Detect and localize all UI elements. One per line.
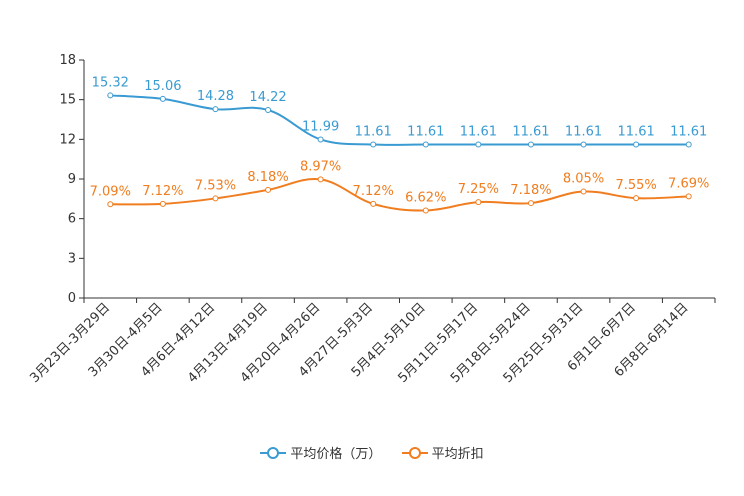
data-label: 8.05% [563, 172, 604, 187]
data-point [107, 92, 114, 99]
data-label: 7.25% [458, 182, 499, 197]
data-label: 11.61 [618, 124, 655, 139]
data-point [580, 188, 587, 195]
data-label: 7.18% [510, 183, 551, 198]
data-label: 14.22 [249, 90, 286, 105]
data-point [317, 176, 324, 183]
data-label: 6.62% [405, 190, 446, 205]
y-tick-label: 0 [68, 291, 76, 306]
data-point [265, 186, 272, 193]
data-label: 11.61 [512, 124, 549, 139]
y-tick-label: 6 [68, 212, 76, 227]
data-label: 7.12% [142, 184, 183, 199]
axes: 03691215183月23日-3月29日3月30日-4月5日4月6日-4月12… [27, 53, 716, 386]
data-point [422, 207, 429, 214]
data-point [159, 95, 166, 102]
data-label: 8.97% [300, 159, 341, 174]
legend-label-price: 平均价格（万） [290, 447, 382, 462]
data-point [527, 200, 534, 207]
y-tick-label: 18 [59, 53, 76, 68]
data-label: 7.09% [90, 184, 131, 199]
series-1: 7.09% 7.12% 7.53% 8.18% 8.97% 7.12% 6.62% 7.25%… [90, 159, 709, 214]
y-tick-label: 3 [68, 251, 76, 266]
series-line [110, 177, 689, 212]
data-point [370, 141, 377, 148]
data-label: 11.61 [460, 124, 497, 139]
data-label: 11.61 [355, 124, 392, 139]
data-point [212, 195, 219, 202]
data-label: 11.61 [670, 124, 707, 139]
data-point [107, 201, 114, 208]
y-tick-label: 12 [59, 132, 76, 147]
data-point [475, 199, 482, 206]
series-0: 15.32 15.06 14.28 14.22 11.99 11.61 11.61 11.61… [92, 75, 707, 148]
data-point [633, 195, 640, 202]
legend: 平均价格（万） 平均折扣 [0, 443, 744, 464]
data-label: 14.28 [197, 89, 234, 104]
legend-swatch-discount [401, 446, 428, 460]
data-point [685, 141, 692, 148]
data-point [317, 136, 324, 143]
data-point [422, 141, 429, 148]
data-label: 11.99 [302, 119, 339, 134]
data-point [159, 200, 166, 207]
data-point [633, 141, 640, 148]
data-label: 7.55% [615, 178, 656, 193]
y-tick-label: 9 [68, 172, 76, 187]
data-label: 11.61 [565, 124, 602, 139]
data-point [370, 200, 377, 207]
data-label: 15.06 [144, 79, 181, 94]
data-label: 7.69% [668, 176, 709, 191]
data-label: 7.12% [353, 184, 394, 199]
legend-item-price[interactable]: 平均价格（万） [260, 443, 381, 462]
data-label: 8.18% [247, 170, 288, 185]
data-label: 7.53% [195, 178, 236, 193]
legend-swatch-price [260, 446, 287, 460]
data-label: 15.32 [92, 75, 129, 90]
data-point [527, 141, 534, 148]
data-point [475, 141, 482, 148]
data-point [212, 106, 219, 113]
legend-label-discount: 平均折扣 [431, 447, 484, 462]
data-point [265, 106, 272, 113]
series-layer: 15.32 15.06 14.28 14.22 11.99 11.61 11.61 11.61… [90, 75, 709, 214]
data-point [685, 193, 692, 200]
y-tick-label: 15 [59, 93, 76, 108]
series-line [110, 94, 689, 146]
data-label: 11.61 [407, 124, 444, 139]
data-point [580, 141, 587, 148]
legend-item-discount[interactable]: 平均折扣 [401, 443, 484, 462]
